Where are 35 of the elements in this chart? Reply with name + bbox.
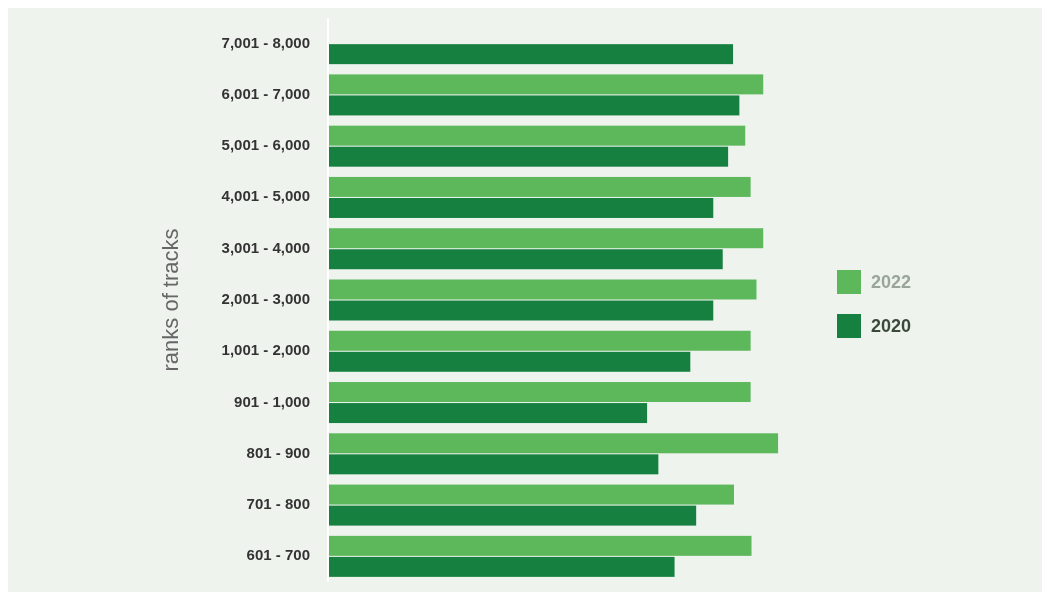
bar [328, 197, 714, 218]
bar [328, 95, 740, 116]
bar [328, 403, 648, 424]
y-tick-label: 2,001 - 3,000 [221, 289, 310, 307]
y-tick-label: 7,001 - 8,000 [221, 33, 310, 51]
y-tick-label: 701 - 800 [246, 495, 310, 513]
y-tick-label: 801 - 900 [246, 443, 310, 461]
bar [328, 505, 697, 526]
bar [328, 382, 751, 403]
bar [328, 484, 734, 505]
bar [328, 125, 746, 146]
bar [328, 228, 764, 249]
bar [328, 44, 734, 65]
bar [328, 556, 675, 577]
y-tick-label: 4,001 - 5,000 [221, 187, 310, 205]
legend-label: 2022 [871, 271, 912, 292]
y-tick-label: 1,001 - 2,000 [221, 341, 310, 359]
y-tick-label: 5,001 - 6,000 [221, 136, 310, 154]
bar [328, 176, 751, 197]
bar [328, 279, 757, 300]
bar [328, 300, 714, 321]
bar [328, 146, 729, 167]
bar [328, 454, 659, 475]
bar [328, 249, 723, 270]
bar [328, 433, 779, 454]
y-tick-label: 901 - 1,000 [234, 392, 310, 410]
bar [328, 330, 751, 351]
bar [328, 351, 691, 372]
y-tick-label: 601 - 700 [246, 546, 310, 564]
legend-label: 2020 [871, 315, 912, 336]
y-tick-label: 3,001 - 4,000 [221, 238, 310, 256]
bar [328, 535, 752, 556]
y-tick-label: 6,001 - 7,000 [221, 84, 310, 102]
y-axis-title: ranks of tracks [158, 228, 183, 372]
bar [328, 74, 764, 95]
